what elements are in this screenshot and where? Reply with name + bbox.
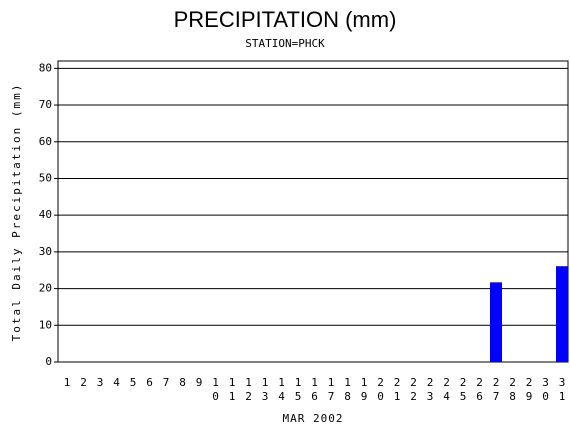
y-tick-label: 60 <box>39 135 52 148</box>
x-tick-label: 5 <box>130 376 137 389</box>
y-tick-label: 30 <box>39 245 52 258</box>
x-tick-label: 7 <box>163 376 170 389</box>
x-axis-label: MAR 2002 <box>283 412 344 425</box>
y-tick-label: 0 <box>45 355 52 368</box>
y-axis-label: Total Daily Precipitation (mm) <box>10 83 23 342</box>
x-tick-label: 3 <box>97 376 104 389</box>
x-tick-label: 8 <box>179 376 186 389</box>
y-tick-label: 20 <box>39 282 52 295</box>
y-tick-label: 40 <box>39 208 52 221</box>
chart-title: PRECIPITATION (mm) <box>174 7 397 32</box>
x-tick-label: 9 <box>196 376 203 389</box>
chart-subtitle: STATION=PHCK <box>245 37 325 50</box>
bar <box>556 266 568 362</box>
x-tick-label: 4 <box>113 376 120 389</box>
y-tick-label: 50 <box>39 171 52 184</box>
y-tick-label: 70 <box>39 98 52 111</box>
y-tick-label: 80 <box>39 61 52 74</box>
x-tick-label: 6 <box>146 376 153 389</box>
x-tick-label: 1 <box>64 376 71 389</box>
bar <box>490 282 502 362</box>
y-tick-label: 10 <box>39 318 52 331</box>
x-tick-label: 2 <box>80 376 87 389</box>
